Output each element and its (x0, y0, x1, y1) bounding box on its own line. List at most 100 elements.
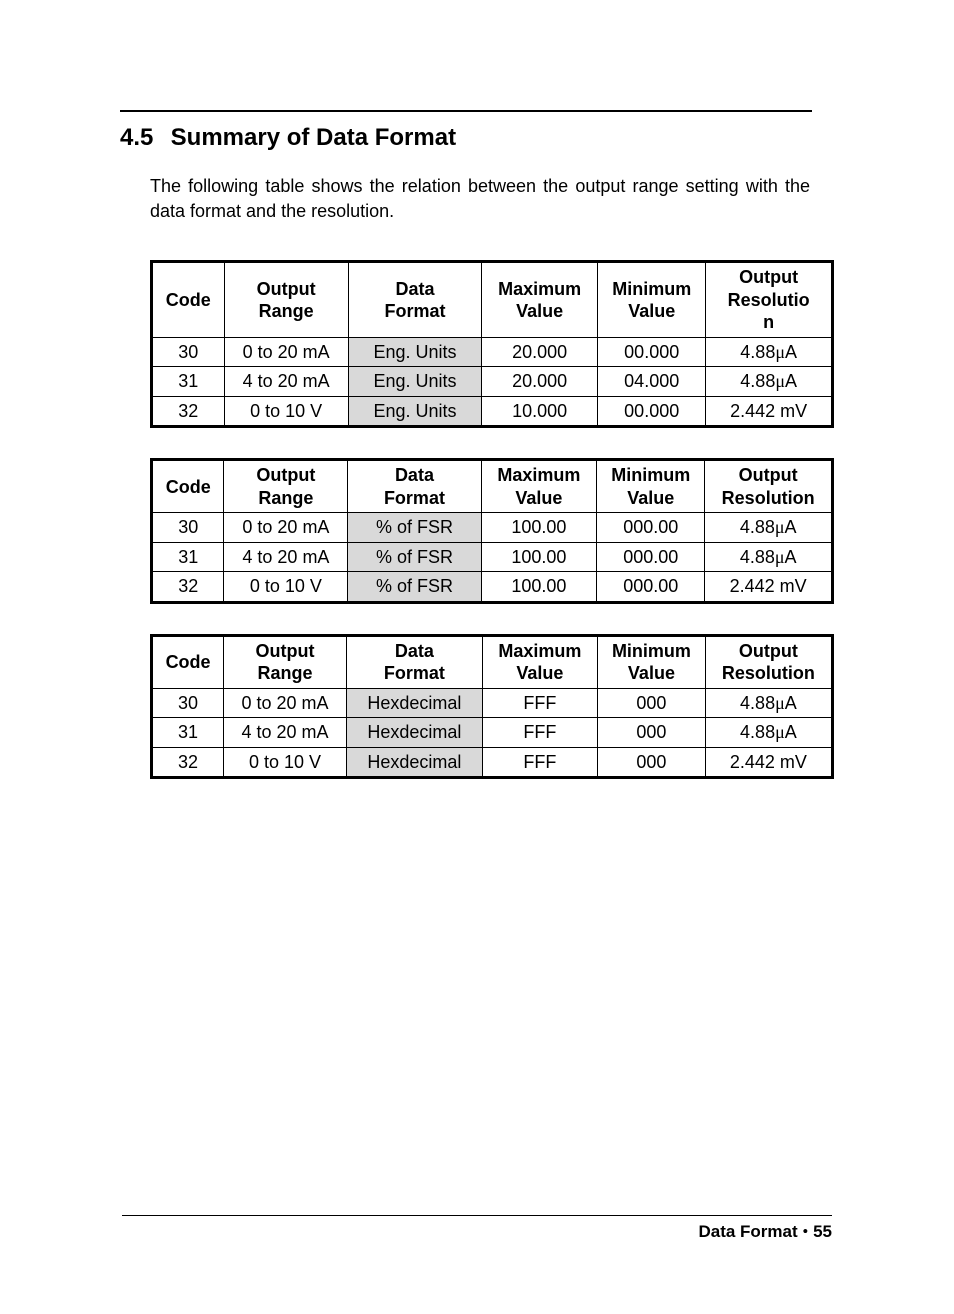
table-row: 300 to 20 mAHexdecimalFFF0004.88μA (152, 688, 833, 718)
table-header-cell: MaximumValue (482, 262, 598, 338)
table-cell: 4.88μA (705, 718, 832, 748)
table-cell: 2.442 mV (705, 747, 832, 778)
footer-page-number: 55 (813, 1222, 832, 1241)
table-header-cell: DataFormat (346, 635, 482, 688)
table-cell: 4.88μA (705, 513, 833, 543)
table-row: 300 to 20 mAEng. Units20.00000.0004.88μA (152, 337, 833, 367)
table-cell: 4 to 20 mA (224, 542, 348, 572)
table-cell: 4.88μA (706, 337, 833, 367)
table-cell: Hexdecimal (346, 747, 482, 778)
table-cell: % of FSR (348, 513, 481, 543)
data-table-wrap: CodeOutputRangeDataFormatMaximumValueMin… (150, 458, 804, 604)
table-cell: 00.000 (598, 396, 706, 427)
table-cell: Hexdecimal (346, 718, 482, 748)
data-table: CodeOutputRangeDataFormatMaximumValueMin… (150, 458, 834, 604)
table-cell: 31 (152, 718, 224, 748)
table-cell: 000 (598, 688, 706, 718)
table-header-cell: MinimumValue (597, 460, 705, 513)
table-header-row: CodeOutputRangeDataFormatMaximumValueMin… (152, 635, 833, 688)
intro-paragraph: The following table shows the relation b… (150, 174, 810, 224)
table-cell: 000 (598, 747, 706, 778)
table-row: 320 to 10 VEng. Units10.00000.0002.442 m… (152, 396, 833, 427)
table-cell: 0 to 10 V (224, 396, 348, 427)
table-cell: 0 to 20 mA (224, 688, 347, 718)
table-cell: 000.00 (597, 572, 705, 603)
table-header-cell: MaximumValue (482, 635, 597, 688)
table-cell: Eng. Units (348, 367, 481, 397)
table-cell: 4.88μA (705, 542, 833, 572)
tables-host: CodeOutputRangeDataFormatMaximumValueMin… (120, 260, 834, 809)
table-cell: 2.442 mV (705, 572, 833, 603)
table-cell: 000.00 (597, 542, 705, 572)
table-row: 314 to 20 mAHexdecimalFFF0004.88μA (152, 718, 833, 748)
table-cell: 10.000 (482, 396, 598, 427)
data-table: CodeOutputRangeDataFormatMaximumValueMin… (150, 634, 834, 780)
table-cell: 0 to 20 mA (224, 513, 348, 543)
table-row: 314 to 20 mA% of FSR100.00000.004.88μA (152, 542, 833, 572)
table-header-cell: OutputRange (224, 635, 347, 688)
table-header-cell: DataFormat (348, 262, 481, 338)
table-cell: 100.00 (481, 572, 597, 603)
table-header-cell: Code (152, 262, 225, 338)
table-cell: 000 (598, 718, 706, 748)
footer-text: Data Format • 55 (122, 1222, 832, 1242)
table-cell: 04.000 (598, 367, 706, 397)
table-cell: 32 (152, 572, 224, 603)
table-cell: 4 to 20 mA (224, 367, 348, 397)
heading-title: Summary of Data Format (171, 124, 456, 151)
top-rule (120, 110, 812, 112)
table-cell: FFF (482, 688, 597, 718)
table-cell: 30 (152, 337, 225, 367)
page-footer: Data Format • 55 (122, 1215, 832, 1242)
table-cell: 00.000 (598, 337, 706, 367)
table-cell: FFF (482, 747, 597, 778)
table-cell: 30 (152, 688, 224, 718)
table-cell: 100.00 (481, 542, 597, 572)
table-cell: 30 (152, 513, 224, 543)
table-cell: 20.000 (482, 337, 598, 367)
table-cell: 20.000 (482, 367, 598, 397)
table-cell: 4.88μA (706, 367, 833, 397)
table-cell: 100.00 (481, 513, 597, 543)
data-table-wrap: CodeOutputRangeDataFormatMaximumValueMin… (150, 260, 804, 428)
table-cell: 0 to 10 V (224, 747, 347, 778)
table-header-cell: OutputRange (224, 262, 348, 338)
table-cell: 32 (152, 747, 224, 778)
table-header-cell: MaximumValue (481, 460, 597, 513)
table-cell: 000.00 (597, 513, 705, 543)
table-row: 320 to 10 V% of FSR100.00000.002.442 mV (152, 572, 833, 603)
table-cell: 32 (152, 396, 225, 427)
footer-separator: • (802, 1222, 808, 1241)
table-cell: 0 to 20 mA (224, 337, 348, 367)
table-header-cell: Code (152, 460, 224, 513)
page-container: 4.5 Summary of Data Format The following… (0, 0, 954, 1314)
table-header-cell: OutputRange (224, 460, 348, 513)
table-header-cell: MinimumValue (598, 635, 706, 688)
table-cell: FFF (482, 718, 597, 748)
table-cell: 31 (152, 542, 224, 572)
table-header-row: CodeOutputRangeDataFormatMaximumValueMin… (152, 460, 833, 513)
table-cell: 4.88μA (705, 688, 832, 718)
table-cell: % of FSR (348, 542, 481, 572)
footer-rule (122, 1215, 832, 1216)
table-header-cell: OutputResolution (705, 460, 833, 513)
table-cell: Eng. Units (348, 396, 481, 427)
table-header-cell: OutputResolution (705, 635, 832, 688)
table-header-cell: Code (152, 635, 224, 688)
table-header-row: CodeOutputRangeDataFormatMaximumValueMin… (152, 262, 833, 338)
section-heading: 4.5 Summary of Data Format (120, 124, 834, 152)
data-table-wrap: CodeOutputRangeDataFormatMaximumValueMin… (150, 634, 804, 780)
table-row: 320 to 10 VHexdecimalFFF0002.442 mV (152, 747, 833, 778)
table-cell: Eng. Units (348, 337, 481, 367)
table-header-cell: MinimumValue (598, 262, 706, 338)
footer-label: Data Format (698, 1222, 797, 1241)
table-cell: % of FSR (348, 572, 481, 603)
table-row: 314 to 20 mAEng. Units20.00004.0004.88μA (152, 367, 833, 397)
table-row: 300 to 20 mA% of FSR100.00000.004.88μA (152, 513, 833, 543)
table-header-cell: OutputResolution (706, 262, 833, 338)
table-header-cell: DataFormat (348, 460, 481, 513)
heading-number: 4.5 (120, 124, 164, 152)
table-cell: 31 (152, 367, 225, 397)
table-cell: 2.442 mV (706, 396, 833, 427)
data-table: CodeOutputRangeDataFormatMaximumValueMin… (150, 260, 834, 428)
